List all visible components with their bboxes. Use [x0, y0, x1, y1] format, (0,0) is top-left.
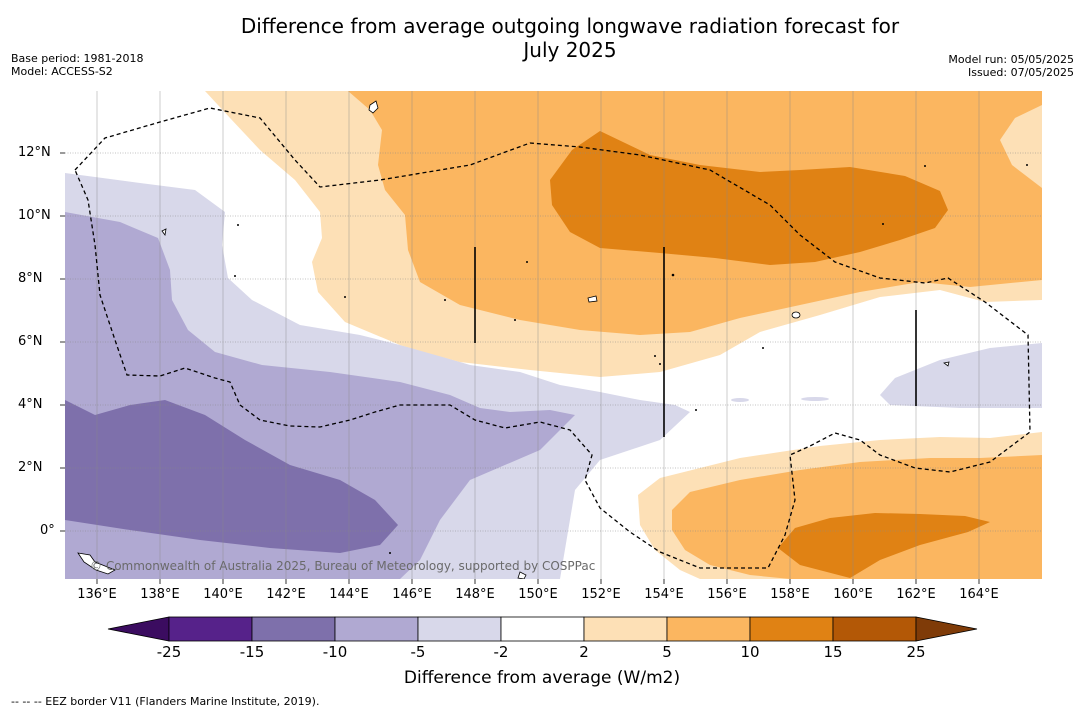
islands	[77, 100, 950, 579]
colorbar-tick-label: -5	[410, 643, 426, 661]
colorbar-tick-label: 15	[823, 643, 843, 661]
colorbar-tick-label: -10	[322, 643, 348, 661]
region-neg-east	[880, 343, 1042, 408]
colorbar-extend-high	[915, 616, 978, 642]
lat-label: 8°N	[18, 271, 43, 286]
eez-footnote: -- -- -- EEZ border V11 (Flanders Marine…	[11, 695, 320, 708]
lon-label: 138°E	[140, 587, 180, 602]
colorbar-bin	[251, 616, 336, 642]
colorbar-bin	[500, 616, 585, 642]
lat-label: 10°N	[18, 208, 51, 223]
colorbar-tick-label: -25	[156, 643, 182, 661]
lon-label: 136°E	[77, 587, 117, 602]
colorbar-tick-label: -15	[239, 643, 265, 661]
colorbar-bin	[417, 616, 502, 642]
meta-right: Model run: 05/05/2025 Issued: 07/05/2025	[948, 53, 1074, 79]
lat-label: 0°	[40, 523, 55, 538]
lon-label: 164°E	[959, 587, 999, 602]
map-panel	[65, 91, 1042, 579]
colorbar-tick-label: 10	[740, 643, 760, 661]
colorbar-tick-label: 2	[579, 643, 589, 661]
colorbar-title: Difference from average (W/m2)	[403, 668, 681, 688]
lon-label: 150°E	[518, 587, 558, 602]
lon-label: 154°E	[644, 587, 684, 602]
lat-label: 6°N	[18, 334, 43, 349]
region-pos-patch-ne	[1000, 105, 1042, 188]
copyright-notice: © Commonwealth of Australia 2025, Bureau…	[90, 559, 596, 573]
map-title: Difference from average outgoing longwav…	[170, 14, 970, 62]
colorbar-tick-label: 25	[906, 643, 926, 661]
region-pos-10-15-south	[778, 513, 990, 578]
colorbar-bin	[832, 616, 917, 642]
lon-label: 144°E	[329, 587, 369, 602]
issued-date: Issued: 07/05/2025	[967, 66, 1074, 79]
base-period: Base period: 1981-2018	[11, 52, 144, 65]
colorbar-bin	[168, 616, 253, 642]
lat-label: 12°N	[18, 145, 51, 160]
title-line-2: July 2025	[523, 38, 617, 62]
colorbar	[107, 616, 978, 642]
lon-label: 148°E	[455, 587, 495, 602]
colorbar-bin	[749, 616, 834, 642]
model-run: Model run: 05/05/2025	[948, 53, 1074, 66]
lon-label: 160°E	[833, 587, 873, 602]
model-name: Model: ACCESS-S2	[11, 65, 113, 78]
lon-label: 152°E	[581, 587, 621, 602]
lon-label: 142°E	[266, 587, 306, 602]
lon-label: 162°E	[896, 587, 936, 602]
colorbar-bin	[334, 616, 419, 642]
region-pos-10-15-north	[550, 131, 948, 265]
colorbar-tick-label: -2	[493, 643, 509, 661]
lon-label: 140°E	[203, 587, 243, 602]
axis-ticks	[60, 152, 980, 584]
colorbar-extend-low	[107, 616, 170, 642]
graticule	[65, 152, 1042, 532]
lon-label: 158°E	[770, 587, 810, 602]
meta-left: Base period: 1981-2018 Model: ACCESS-S2	[11, 52, 143, 78]
eez-segments	[474, 247, 917, 437]
lon-label: 146°E	[392, 587, 432, 602]
title-line-1: Difference from average outgoing longwav…	[240, 14, 900, 38]
colorbar-bin	[666, 616, 751, 642]
lat-label: 2°N	[18, 460, 43, 475]
colorbar-bin	[583, 616, 668, 642]
region-neg-10-15	[65, 400, 398, 553]
lat-label: 4°N	[18, 397, 43, 412]
colorbar-tick-label: 5	[662, 643, 672, 661]
lon-label: 156°E	[707, 587, 747, 602]
